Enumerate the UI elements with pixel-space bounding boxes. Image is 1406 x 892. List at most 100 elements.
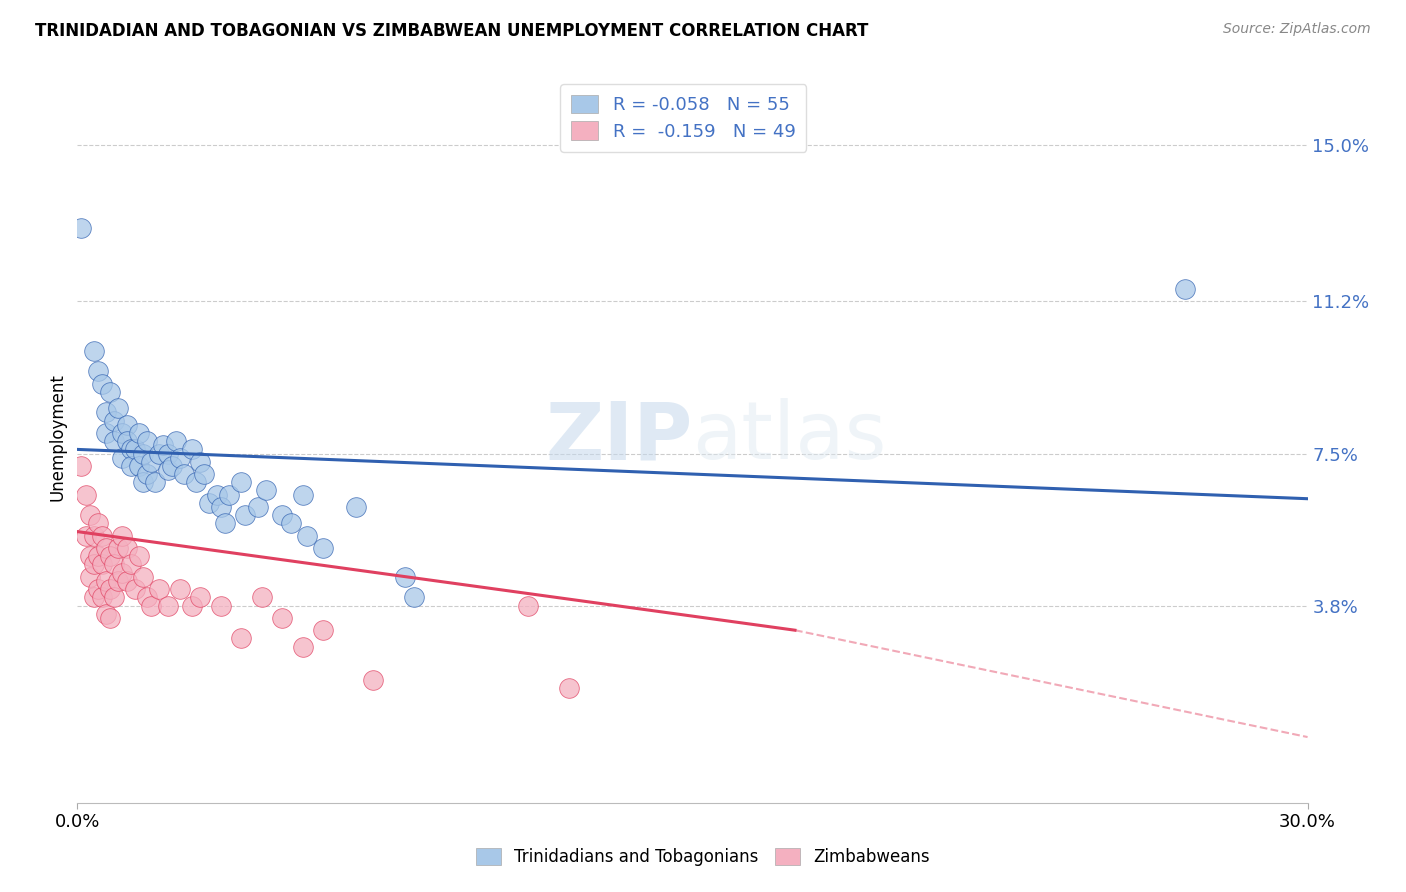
Point	[558, 681, 581, 695]
Point	[111, 529, 134, 543]
Point	[132, 570, 155, 584]
Point	[79, 549, 101, 564]
Point	[250, 591, 273, 605]
Point	[128, 425, 150, 440]
Point	[90, 529, 114, 543]
Point	[132, 475, 155, 490]
Point	[83, 529, 105, 543]
Point	[94, 425, 117, 440]
Point	[394, 570, 416, 584]
Point	[141, 599, 163, 613]
Point	[295, 529, 318, 543]
Point	[70, 220, 93, 235]
Point	[75, 487, 97, 501]
Point	[291, 487, 314, 501]
Point	[156, 463, 179, 477]
Point	[173, 467, 195, 481]
Point	[128, 549, 150, 564]
Point	[90, 376, 114, 391]
Point	[87, 516, 110, 531]
Point	[291, 640, 314, 654]
Point	[143, 475, 166, 490]
Point	[193, 467, 215, 481]
Point	[148, 446, 170, 460]
Point	[181, 599, 204, 613]
Point	[90, 558, 114, 572]
Point	[120, 458, 142, 473]
Point	[188, 591, 212, 605]
Point	[90, 591, 114, 605]
Point	[103, 558, 125, 572]
Point	[98, 611, 121, 625]
Point	[120, 558, 142, 572]
Point	[120, 442, 142, 457]
Point	[98, 549, 121, 564]
Point	[115, 417, 138, 432]
Text: Source: ZipAtlas.com: Source: ZipAtlas.com	[1223, 22, 1371, 37]
Point	[361, 673, 384, 687]
Point	[231, 632, 253, 646]
Point	[103, 434, 125, 449]
Point	[312, 541, 335, 555]
Point	[280, 516, 302, 531]
Legend: Trinidadians and Tobagonians, Zimbabweans: Trinidadians and Tobagonians, Zimbabwean…	[468, 840, 938, 875]
Point	[231, 475, 253, 490]
Point	[136, 467, 159, 481]
Point	[83, 343, 105, 358]
Point	[87, 549, 110, 564]
Point	[254, 483, 277, 498]
Point	[115, 574, 138, 588]
Point	[271, 611, 294, 625]
Point	[107, 401, 129, 416]
Text: TRINIDADIAN AND TOBAGONIAN VS ZIMBABWEAN UNEMPLOYMENT CORRELATION CHART: TRINIDADIAN AND TOBAGONIAN VS ZIMBABWEAN…	[35, 22, 869, 40]
Point	[79, 508, 101, 523]
Point	[517, 599, 540, 613]
Point	[402, 591, 425, 605]
Point	[246, 500, 269, 514]
Point	[124, 442, 146, 457]
Point	[148, 582, 170, 596]
Point	[98, 582, 121, 596]
Point	[235, 508, 257, 523]
Point	[156, 446, 179, 460]
Point	[83, 558, 105, 572]
Point	[75, 529, 97, 543]
Point	[214, 516, 236, 531]
Point	[218, 487, 240, 501]
Point	[103, 414, 125, 428]
Point	[83, 591, 105, 605]
Point	[271, 508, 294, 523]
Point	[169, 582, 191, 596]
Point	[115, 434, 138, 449]
Point	[209, 599, 232, 613]
Point	[152, 438, 174, 452]
Point	[98, 384, 121, 399]
Point	[312, 624, 335, 638]
Point	[94, 405, 117, 419]
Point	[115, 541, 138, 555]
Point	[186, 475, 208, 490]
Point	[141, 455, 163, 469]
Point	[79, 570, 101, 584]
Point	[111, 450, 134, 465]
Text: ZIP: ZIP	[546, 398, 693, 476]
Point	[111, 566, 134, 580]
Point	[94, 607, 117, 621]
Point	[1174, 282, 1197, 296]
Y-axis label: Unemployment: Unemployment	[48, 373, 66, 501]
Point	[156, 599, 179, 613]
Point	[188, 455, 212, 469]
Point	[197, 496, 219, 510]
Point	[205, 487, 228, 501]
Point	[103, 591, 125, 605]
Point	[124, 582, 146, 596]
Point	[111, 425, 134, 440]
Point	[107, 541, 129, 555]
Point	[160, 458, 183, 473]
Point	[165, 434, 187, 449]
Point	[107, 574, 129, 588]
Point	[94, 541, 117, 555]
Point	[344, 500, 367, 514]
Point	[169, 450, 191, 465]
Legend: R = -0.058   N = 55, R =  -0.159   N = 49: R = -0.058 N = 55, R = -0.159 N = 49	[561, 84, 807, 152]
